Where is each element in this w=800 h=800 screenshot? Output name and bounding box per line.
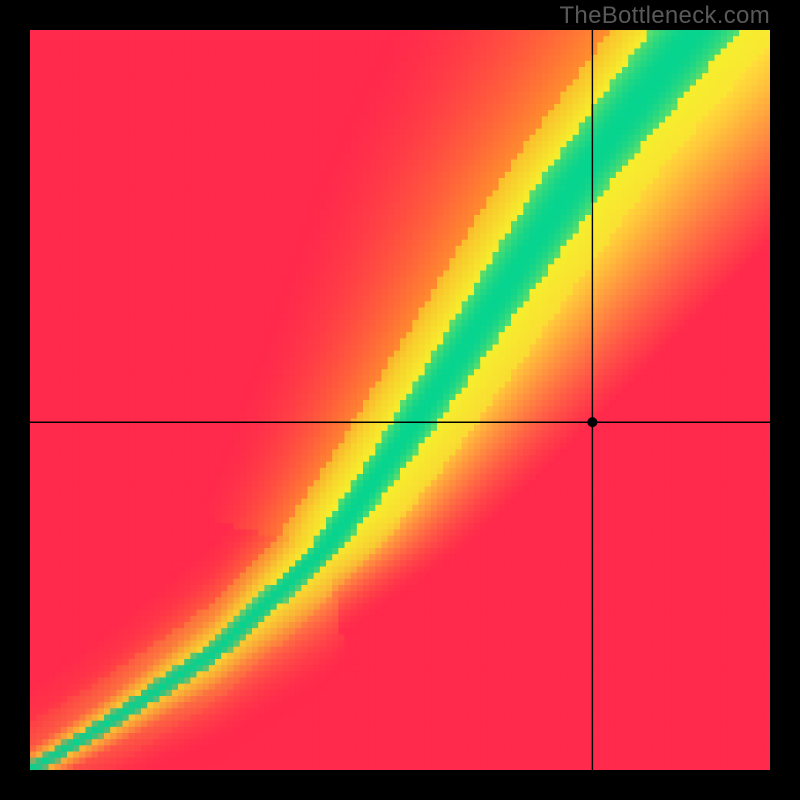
watermark-text: TheBottleneck.com xyxy=(559,2,770,30)
bottleneck-heatmap xyxy=(30,30,770,770)
